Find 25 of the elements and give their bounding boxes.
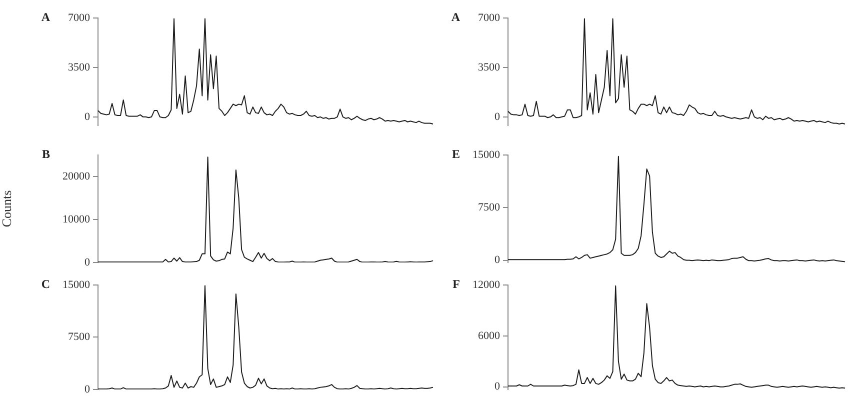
y-tick-label: 0 xyxy=(84,110,90,123)
y-tick-label: 15000 xyxy=(62,278,90,291)
y-tick-label: 6000 xyxy=(478,330,500,342)
y-tick-label: 3500 xyxy=(478,61,500,74)
chart-title: E xyxy=(452,147,460,162)
y-tick-label: 7500 xyxy=(68,331,90,344)
y-tick-label: 3500 xyxy=(68,61,90,74)
chart-title: A xyxy=(451,10,460,25)
y-tick-label: 7000 xyxy=(68,12,90,24)
y-tick-label: 12000 xyxy=(472,278,500,291)
y-tick-label: 15000 xyxy=(472,148,500,161)
y-tick-label: 7000 xyxy=(478,12,500,24)
chart-title: F xyxy=(452,277,460,292)
y-tick-label: 0 xyxy=(494,110,500,123)
y-tick-label: 10000 xyxy=(62,213,90,226)
y-tick-label: 0 xyxy=(494,380,500,393)
y-tick-label: 7500 xyxy=(478,202,500,214)
y-tick-label: 20000 xyxy=(62,170,90,182)
chart-title: C xyxy=(41,277,50,292)
y-tick-label: 0 xyxy=(494,254,500,266)
y-tick-label: 0 xyxy=(84,256,90,268)
chart-title: A xyxy=(41,10,50,25)
chart-title: B xyxy=(42,147,50,162)
y-axis-title: Counts xyxy=(0,190,14,228)
y-tick-label: 0 xyxy=(84,383,90,396)
